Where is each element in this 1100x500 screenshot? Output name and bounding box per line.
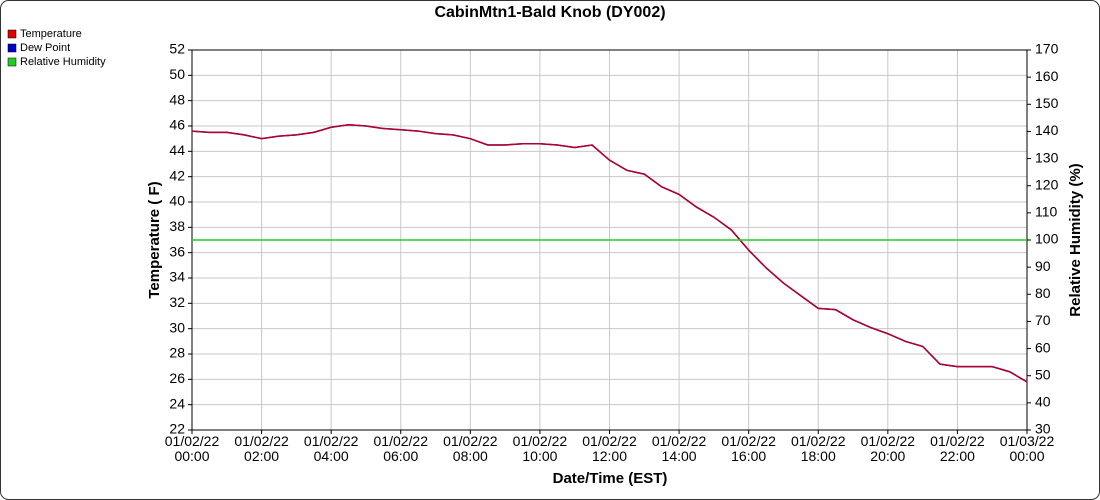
y-tick-label: 22	[169, 421, 185, 437]
legend-swatch	[7, 43, 17, 53]
x-tick-label: 01/02/22 10:00	[513, 433, 568, 464]
y2-tick-label: 60	[1035, 339, 1051, 355]
x-tick-label: 01/03/22 00:00	[1000, 433, 1055, 464]
series-line	[191, 123, 1028, 383]
y2-tick-label: 160	[1035, 68, 1059, 84]
y2-tick-label: 150	[1035, 95, 1059, 111]
y2-tick-label: 130	[1035, 149, 1059, 165]
x-axis-title: Date/Time (EST)	[553, 470, 668, 487]
y-tick-label: 28	[169, 345, 185, 361]
y2-tick-label: 120	[1035, 176, 1059, 192]
y-tick-label: 52	[169, 41, 185, 57]
x-tick-label: 01/02/22 20:00	[861, 433, 916, 464]
x-tick-label: 01/02/22 08:00	[443, 433, 498, 464]
y-tick-label: 44	[169, 142, 185, 158]
legend-label: Relative Humidity	[20, 56, 106, 68]
y-tick-label: 38	[169, 218, 185, 234]
y-tick-label: 26	[169, 370, 185, 386]
x-tick-label: 01/02/22 16:00	[721, 433, 776, 464]
x-tick-label: 01/02/22 22:00	[930, 433, 985, 464]
y-axis-title: Temperature ( F)	[146, 181, 163, 298]
y2-tick-label: 90	[1035, 258, 1051, 274]
y2-tick-label: 50	[1035, 366, 1051, 382]
y-tick-label: 46	[169, 117, 185, 133]
y2-axis-title: Relative Humidity (%)	[1067, 163, 1084, 316]
x-tick-label: 01/02/22 04:00	[304, 433, 359, 464]
y-tick-label: 30	[169, 319, 185, 335]
y2-tick-label: 140	[1035, 122, 1059, 138]
x-tick-label: 01/02/22 06:00	[374, 433, 429, 464]
y-tick-label: 34	[169, 269, 185, 285]
y2-tick-label: 80	[1035, 285, 1051, 301]
x-tick-label: 01/02/22 18:00	[791, 433, 846, 464]
legend-label: Dew Point	[20, 42, 70, 54]
y2-tick-label: 40	[1035, 394, 1051, 410]
legend-label: Temperature	[20, 28, 82, 40]
y2-tick-label: 70	[1035, 312, 1051, 328]
y-tick-label: 36	[169, 243, 185, 259]
chart-title: CabinMtn1-Bald Knob (DY002)	[434, 4, 665, 21]
y2-tick-label: 100	[1035, 231, 1059, 247]
y2-tick-label: 30	[1035, 421, 1051, 437]
x-tick-label: 01/02/22 12:00	[582, 433, 637, 464]
x-tick-label: 01/02/22 02:00	[234, 433, 289, 464]
legend-swatch	[7, 29, 17, 39]
y-tick-label: 50	[169, 66, 185, 82]
y-tick-label: 42	[169, 167, 185, 183]
y-tick-label: 32	[169, 294, 185, 310]
y-tick-label: 24	[169, 395, 185, 411]
x-tick-label: 01/02/22 14:00	[652, 433, 707, 464]
y-tick-label: 40	[169, 193, 185, 209]
y-tick-label: 48	[169, 91, 185, 107]
legend-swatch	[7, 57, 17, 67]
x-tick-label: 01/02/22 00:00	[165, 433, 220, 464]
y2-tick-label: 170	[1035, 41, 1059, 57]
y2-tick-label: 110	[1035, 204, 1058, 220]
